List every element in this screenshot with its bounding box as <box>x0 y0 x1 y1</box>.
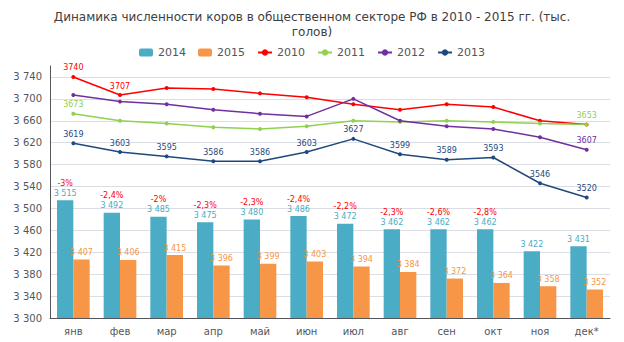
svg-text:3 486: 3 486 <box>287 205 310 214</box>
svg-text:голов): голов) <box>292 25 332 39</box>
svg-text:-2,6%: -2,6% <box>427 208 451 217</box>
svg-text:3 340: 3 340 <box>13 291 42 302</box>
svg-text:3603: 3603 <box>110 139 130 148</box>
svg-text:3 462: 3 462 <box>380 218 403 227</box>
svg-text:3 500: 3 500 <box>13 203 42 214</box>
svg-text:2011: 2011 <box>337 46 365 59</box>
svg-text:-2,3%: -2,3% <box>194 201 218 210</box>
svg-text:3599: 3599 <box>390 141 410 150</box>
svg-text:3 415: 3 415 <box>163 244 186 253</box>
svg-text:3586: 3586 <box>250 148 270 157</box>
svg-text:3 475: 3 475 <box>194 211 217 220</box>
svg-text:-2,4%: -2,4% <box>287 195 311 204</box>
svg-text:авг: авг <box>391 326 408 337</box>
svg-text:апр: апр <box>204 326 223 337</box>
svg-text:3627: 3627 <box>343 125 363 134</box>
svg-text:3 480: 3 480 <box>240 208 263 217</box>
svg-text:сен: сен <box>438 326 456 337</box>
svg-text:3 462: 3 462 <box>427 218 450 227</box>
svg-text:3595: 3595 <box>156 143 176 152</box>
svg-text:3 403: 3 403 <box>303 250 326 259</box>
svg-text:2015: 2015 <box>217 46 245 59</box>
svg-text:3 406: 3 406 <box>117 248 140 257</box>
svg-text:мар: мар <box>157 326 177 337</box>
svg-text:3 492: 3 492 <box>100 201 123 210</box>
svg-text:3 300: 3 300 <box>13 313 42 324</box>
svg-text:2012: 2012 <box>397 46 425 59</box>
svg-text:3607: 3607 <box>576 136 596 145</box>
svg-text:3546: 3546 <box>530 170 550 179</box>
svg-text:-3%: -3% <box>57 179 73 188</box>
svg-text:-2,2%: -2,2% <box>334 202 358 211</box>
svg-text:янв: янв <box>64 326 83 337</box>
svg-text:-2,3%: -2,3% <box>240 198 264 207</box>
svg-text:3 372: 3 372 <box>443 267 466 276</box>
svg-text:3 358: 3 358 <box>537 275 560 284</box>
svg-text:окт: окт <box>484 326 502 337</box>
svg-text:май: май <box>250 326 270 337</box>
svg-text:3 460: 3 460 <box>13 225 42 236</box>
svg-text:3653: 3653 <box>576 111 596 120</box>
svg-text:3589: 3589 <box>436 146 456 155</box>
svg-text:3603: 3603 <box>296 139 316 148</box>
svg-text:2010: 2010 <box>277 46 305 59</box>
svg-text:-2,8%: -2,8% <box>474 208 498 217</box>
svg-text:-2,3%: -2,3% <box>380 208 404 217</box>
svg-text:июн: июн <box>296 326 317 337</box>
svg-text:3707: 3707 <box>110 82 130 91</box>
svg-text:3586: 3586 <box>203 148 223 157</box>
svg-text:3593: 3593 <box>483 144 503 153</box>
svg-text:3 700: 3 700 <box>13 93 42 104</box>
svg-text:дек*: дек* <box>575 326 599 337</box>
svg-text:3 540: 3 540 <box>13 181 42 192</box>
svg-text:3 580: 3 580 <box>13 159 42 170</box>
svg-text:3 407: 3 407 <box>70 248 93 257</box>
svg-text:3 420: 3 420 <box>13 247 42 258</box>
svg-text:3 620: 3 620 <box>13 137 42 148</box>
svg-text:3 422: 3 422 <box>520 240 543 249</box>
svg-text:3673: 3673 <box>63 100 83 109</box>
svg-text:3 399: 3 399 <box>257 252 280 261</box>
svg-text:2014: 2014 <box>158 46 186 59</box>
svg-text:3 396: 3 396 <box>210 254 233 263</box>
svg-text:3 515: 3 515 <box>54 189 77 198</box>
svg-text:ноя: ноя <box>531 326 550 337</box>
svg-text:3 740: 3 740 <box>13 71 42 82</box>
svg-text:3 660: 3 660 <box>13 115 42 126</box>
svg-text:3 364: 3 364 <box>490 271 513 280</box>
svg-text:Динамика численности коров в о: Динамика численности коров в общественно… <box>54 10 570 24</box>
svg-text:-2%: -2% <box>151 195 167 204</box>
svg-text:3 394: 3 394 <box>350 255 373 264</box>
svg-text:3 384: 3 384 <box>397 260 420 269</box>
svg-text:3 485: 3 485 <box>147 205 170 214</box>
svg-text:2013: 2013 <box>457 46 485 59</box>
svg-text:3 380: 3 380 <box>13 269 42 280</box>
svg-text:3 472: 3 472 <box>334 212 357 221</box>
svg-text:3 352: 3 352 <box>583 278 606 287</box>
svg-text:-2,4%: -2,4% <box>100 191 124 200</box>
svg-text:3619: 3619 <box>63 130 83 139</box>
svg-text:фев: фев <box>110 326 131 337</box>
svg-text:июл: июл <box>343 326 364 337</box>
svg-text:3 462: 3 462 <box>474 218 497 227</box>
svg-text:3 431: 3 431 <box>567 235 590 244</box>
svg-text:3520: 3520 <box>576 184 596 193</box>
svg-text:3740: 3740 <box>63 63 83 72</box>
